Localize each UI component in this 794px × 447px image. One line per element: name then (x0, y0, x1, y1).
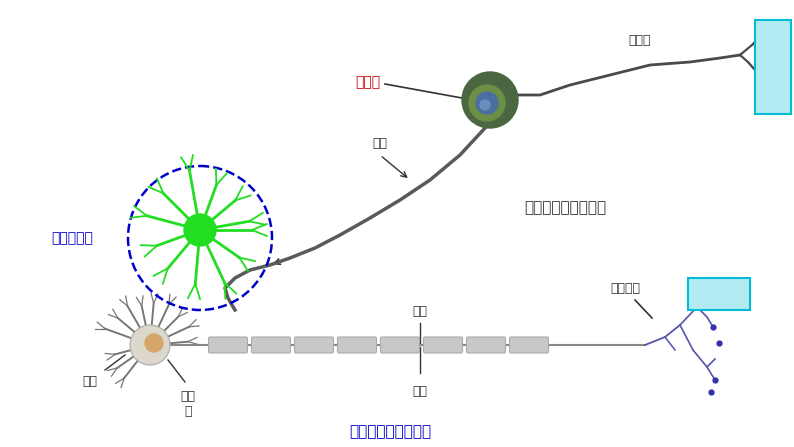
Text: 髓鞘: 髓鞘 (413, 385, 427, 398)
Text: 运动（传出）神经元: 运动（传出）神经元 (349, 425, 431, 439)
FancyBboxPatch shape (510, 337, 549, 353)
FancyBboxPatch shape (209, 337, 248, 353)
FancyBboxPatch shape (423, 337, 462, 353)
Text: 感
受
器: 感 受 器 (769, 46, 777, 89)
FancyBboxPatch shape (688, 278, 750, 310)
Circle shape (184, 214, 216, 246)
Circle shape (469, 85, 505, 121)
FancyBboxPatch shape (337, 337, 376, 353)
Circle shape (476, 92, 498, 114)
Text: 细胞
体: 细胞 体 (180, 390, 195, 418)
Text: 轴突末梢: 轴突末梢 (610, 282, 640, 295)
Text: 效应器: 效应器 (707, 287, 730, 300)
Text: 长树突: 长树突 (629, 34, 651, 47)
Circle shape (462, 72, 518, 128)
FancyBboxPatch shape (755, 20, 791, 114)
FancyBboxPatch shape (252, 337, 291, 353)
FancyBboxPatch shape (380, 337, 419, 353)
Circle shape (145, 334, 163, 352)
Text: 细胞体: 细胞体 (355, 75, 380, 89)
Circle shape (130, 325, 170, 365)
FancyBboxPatch shape (295, 337, 333, 353)
Text: 感觉（传入）神经元: 感觉（传入）神经元 (524, 201, 606, 215)
Text: 树突: 树突 (83, 375, 98, 388)
Circle shape (480, 100, 490, 110)
FancyBboxPatch shape (467, 337, 506, 353)
Text: 轴突: 轴突 (372, 137, 387, 150)
Text: 中间神经元: 中间神经元 (51, 231, 93, 245)
Text: 轴突: 轴突 (413, 305, 427, 318)
